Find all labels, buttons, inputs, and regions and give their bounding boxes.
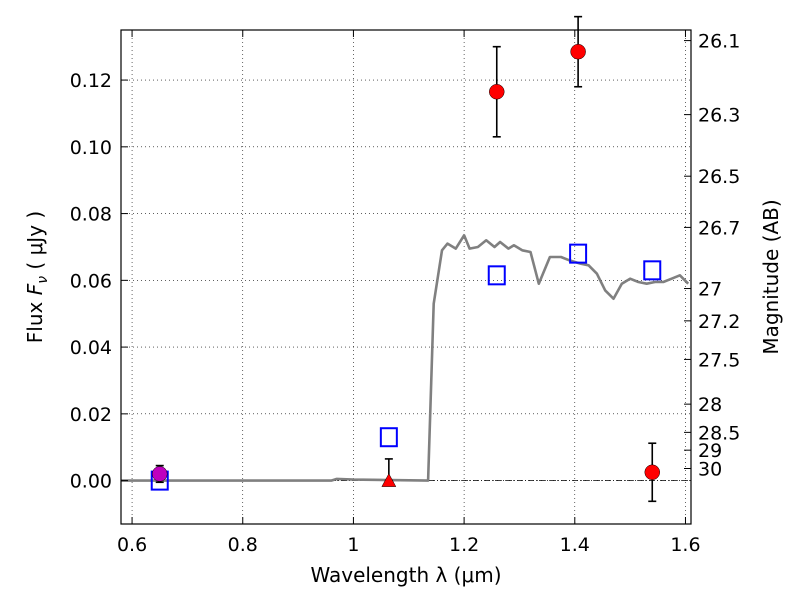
y-tick-label: 0.00 (70, 471, 112, 493)
x-tick-label: 0.8 (228, 534, 258, 556)
y-tick-label: 0.02 (70, 404, 112, 426)
y-tick-label: 0.06 (70, 270, 112, 292)
y-axis-title-prefix: Flux (23, 295, 47, 343)
model-photometry-square (379, 427, 398, 448)
plot-frame (120, 29, 692, 525)
nondetection-triangle (381, 473, 397, 487)
model-sed-line (121, 234, 690, 482)
y-tick-label: 0.10 (70, 137, 112, 159)
y2-tick-label: 28.5 (698, 422, 740, 444)
y2-tick-label: 28 (698, 394, 722, 416)
detection-marker (570, 43, 586, 60)
model-photometry-square (487, 265, 506, 286)
y-tick-label: 0.08 (70, 204, 112, 226)
y-tick-label: 0.04 (70, 337, 112, 359)
x-axis-title: Wavelength λ (μm) (310, 563, 501, 587)
grid-lines (121, 30, 691, 524)
tick-labels: 0.6 0.8 1 1.2 1.4 1.6 0.00 0.02 0.04 0.06 0.08 0.10… (70, 31, 741, 556)
y2-tick-label: 30 (698, 458, 722, 480)
y2-tick-label: 26.5 (698, 166, 740, 188)
error-bars (155, 15, 657, 503)
x-tick-label: 1 (347, 534, 359, 556)
y2-tick-label: 27.2 (698, 311, 740, 333)
data-markers (150, 43, 662, 491)
detection-marker (644, 464, 661, 481)
y-axis-title-suffix: ( μJy ) (23, 211, 47, 276)
x-tick-label: 1.6 (670, 534, 700, 556)
y-axis-title-symbol: F (23, 283, 47, 295)
y2-tick-label: 26.1 (698, 31, 740, 53)
y2-tick-label: 29 (698, 440, 722, 462)
y2-tick-label: 27.5 (698, 349, 740, 371)
y2-tick-label: 27 (698, 279, 722, 301)
x-tick-label: 1.4 (560, 534, 590, 556)
secondary-y-axis-title: Magnitude (AB) (759, 199, 783, 354)
x-tick-label: 1.2 (449, 534, 479, 556)
y2-tick-label: 26.3 (698, 105, 740, 127)
model-photometry-square (643, 260, 662, 281)
axis-ticks (121, 30, 691, 524)
detection-marker (489, 84, 505, 100)
x-tick-label: 0.6 (117, 534, 147, 556)
model-photometry-square (569, 243, 588, 264)
model-sed (121, 234, 690, 482)
y-tick-label: 0.12 (70, 70, 112, 92)
magenta-marker (151, 466, 168, 482)
y-axis-title: Flux Fν ( μJy ) (23, 211, 51, 343)
y2-tick-label: 26.7 (698, 217, 740, 239)
y-axis-title-subscript: ν (35, 276, 51, 284)
